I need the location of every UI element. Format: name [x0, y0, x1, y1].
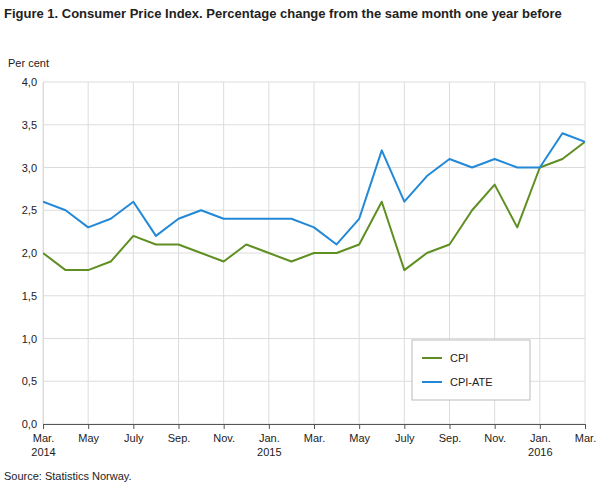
tick: Mar. — [304, 424, 325, 444]
series-group — [43, 133, 585, 270]
grid-line — [404, 82, 405, 424]
tick-mark — [314, 424, 315, 429]
tick-label: May — [349, 432, 370, 444]
tick: Nov. — [484, 424, 506, 444]
tick: 3,0 — [22, 162, 43, 174]
grid-line — [88, 82, 89, 424]
grid-line — [133, 82, 134, 424]
legend-swatch — [422, 381, 442, 383]
grid-line — [585, 82, 586, 424]
tick: 0,5 — [22, 375, 43, 387]
tick-mark — [269, 424, 270, 429]
tick-label: July — [124, 432, 144, 444]
legend-label: CPI — [450, 352, 468, 364]
chart: Figure 1. Consumer Price Index. Percenta… — [0, 0, 609, 488]
tick-label: 2,5 — [22, 204, 37, 216]
tick-label: Jan.2016 — [528, 432, 552, 458]
tick-label: 1,0 — [22, 333, 37, 345]
tick: July — [124, 424, 144, 444]
tick-mark — [585, 424, 586, 429]
tick-label: 0,5 — [22, 375, 37, 387]
tick-label: Nov. — [484, 432, 506, 444]
plot: 0,0 0,5 1,0 1,5 2,0 2,5 3,0 3,5 4,0 Mar.2014 May Ju… — [22, 76, 597, 458]
tick: May — [349, 424, 370, 444]
legend-swatch — [422, 357, 442, 359]
tick: 0,0 — [22, 418, 43, 430]
tick-label: 3,0 — [22, 162, 37, 174]
source: Source: Statistics Norway. — [4, 470, 132, 482]
tick: 2,5 — [22, 204, 43, 216]
tick-label: 1,5 — [22, 290, 37, 302]
tick-mark — [88, 424, 89, 429]
y-axis: 0,0 0,5 1,0 1,5 2,0 2,5 3,0 3,5 4,0 — [22, 76, 44, 430]
tick-mark — [359, 424, 360, 429]
tick: 3,5 — [22, 119, 43, 131]
x-axis-line — [44, 425, 586, 430]
title: Figure 1. Consumer Price Index. Percenta… — [4, 6, 562, 21]
legend-label: CPI-ATE — [450, 376, 493, 388]
tick: 4,0 — [22, 76, 43, 88]
tick-label: 4,0 — [22, 76, 37, 88]
tick-label: July — [395, 432, 415, 444]
grid-line — [539, 82, 540, 424]
tick: Sep. — [168, 424, 191, 444]
tick-label: 0,0 — [22, 418, 37, 430]
tick-label: Nov. — [213, 432, 235, 444]
legend-box — [412, 340, 530, 400]
tick: Jan.2016 — [528, 424, 552, 458]
tick-mark — [540, 424, 541, 429]
tick-mark — [43, 424, 44, 429]
tick: July — [395, 424, 415, 444]
x-axis: Mar.2014 May July Sep. Nov. Jan.2015 Mar. May Ju… — [31, 424, 596, 458]
tick-label: Mar. — [575, 432, 596, 444]
tick: 1,0 — [22, 333, 43, 345]
tick-label: Mar. — [304, 432, 325, 444]
tick-mark — [450, 424, 451, 429]
tick-mark — [404, 424, 405, 429]
line — [43, 142, 585, 270]
tick-label: Sep. — [168, 432, 191, 444]
tick-mark — [133, 424, 134, 429]
tick-label: May — [78, 432, 99, 444]
tick: May — [78, 424, 99, 444]
tick: Jan.2015 — [257, 424, 281, 458]
grid-line — [178, 82, 179, 424]
tick-mark — [495, 424, 496, 429]
tick-label: Jan.2015 — [257, 432, 281, 458]
tick-label: 2,0 — [22, 247, 37, 259]
tick-mark — [224, 424, 225, 429]
grid — [43, 82, 585, 424]
tick: Nov. — [213, 424, 235, 444]
line — [43, 133, 585, 244]
grid-line — [223, 82, 224, 424]
tick-label: 3,5 — [22, 119, 37, 131]
tick-label: Mar.2014 — [31, 432, 55, 458]
grid-line — [359, 82, 360, 424]
tick: 1,5 — [22, 290, 43, 302]
y-axis-title: Per cent — [8, 57, 49, 69]
legend: CPI CPI-ATE — [412, 340, 530, 400]
tick-mark — [179, 424, 180, 429]
tick: Mar. — [575, 424, 596, 444]
tick: Mar.2014 — [31, 424, 55, 458]
tick: Sep. — [439, 424, 462, 444]
tick: 2,0 — [22, 247, 43, 259]
tick-label: Sep. — [439, 432, 462, 444]
